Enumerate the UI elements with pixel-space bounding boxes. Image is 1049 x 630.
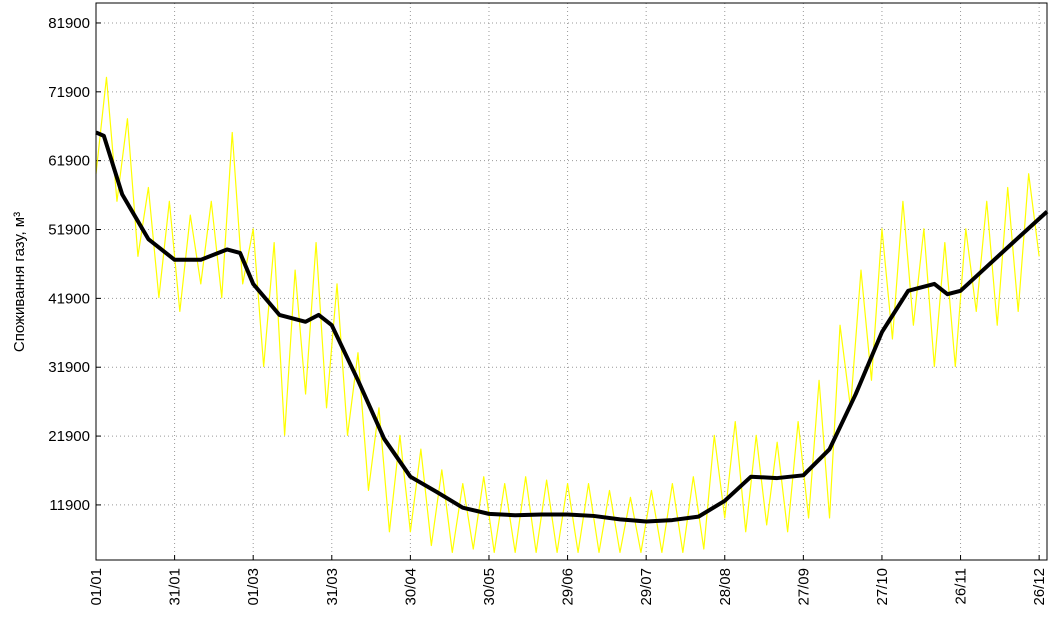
series-line — [95, 130, 1049, 524]
y-axis-label: Споживання газу, м³ — [11, 212, 28, 352]
series-line — [95, 76, 1040, 554]
y-tick-label: 41900 — [48, 290, 90, 307]
x-tick-label: 26/12 — [1031, 568, 1048, 606]
y-tick-label: 81900 — [48, 15, 90, 32]
x-tick-label: 26/11 — [953, 568, 970, 604]
x-tick-label: 31/01 — [167, 568, 184, 606]
x-tick-label: 01/01 — [88, 568, 105, 606]
y-tick-label: 31900 — [48, 359, 90, 376]
plot-frame — [95, 2, 1048, 561]
y-tick-label: 51900 — [48, 222, 90, 239]
y-tick-label: 71900 — [48, 84, 90, 101]
x-tick-label: 31/03 — [324, 568, 341, 606]
x-tick-label: 29/06 — [560, 568, 577, 606]
x-tick-label: 29/07 — [638, 568, 655, 606]
y-tick-label: 11900 — [49, 497, 90, 514]
x-tick-label: 27/10 — [874, 568, 891, 606]
x-tick-label: 27/09 — [795, 568, 812, 606]
x-tick-label: 28/08 — [717, 568, 734, 606]
x-tick-label: 30/04 — [402, 568, 419, 606]
y-tick-label: 21900 — [48, 428, 90, 445]
x-tick-label: 30/05 — [481, 568, 498, 606]
y-tick-label: 61900 — [48, 153, 90, 170]
x-tick-label: 01/03 — [245, 568, 262, 606]
